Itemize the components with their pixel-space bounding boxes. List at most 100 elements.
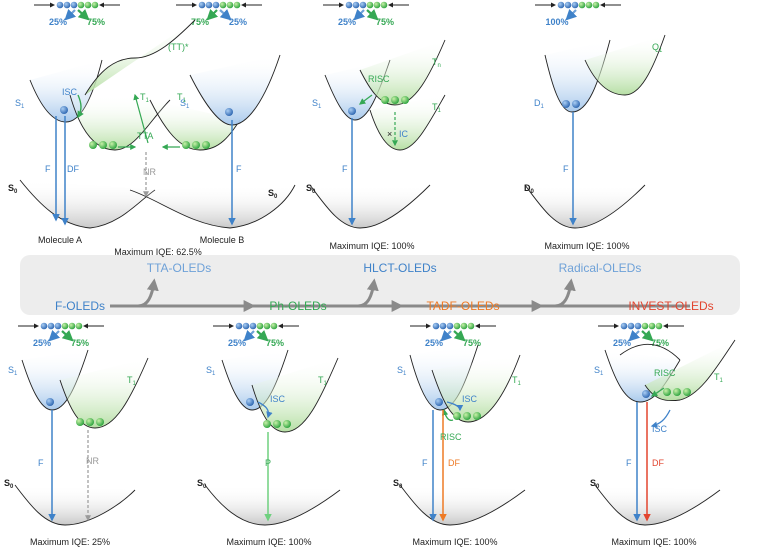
s0-curve: [14, 484, 136, 526]
isc-label: ISC: [652, 424, 668, 434]
s0-curve-a: [19, 179, 156, 229]
pct-triplet-b: 75%: [191, 17, 209, 27]
s1-label: S1: [594, 365, 604, 377]
panel-invest: 25% 75% S1 T1 RISC ISC F DF S0 Maximum I…: [590, 322, 736, 547]
f-label-b: F: [236, 164, 242, 174]
molecule-b-label: Molecule B: [200, 235, 245, 245]
f-label: F: [563, 164, 569, 174]
spin-statistics-radical: 100%: [535, 1, 621, 27]
f-label: F: [38, 458, 44, 468]
spin-statistics-hlct: 25% 75%: [323, 1, 409, 27]
isc-arrow: [257, 401, 273, 419]
risc-label: RISC: [440, 432, 462, 442]
pct-triplet: 75%: [376, 17, 394, 27]
risc-arrow: [441, 408, 454, 421]
band-branch-tta: [137, 278, 159, 308]
risc-label: RISC: [368, 74, 390, 84]
iqe-radical: Maximum IQE: 100%: [544, 241, 629, 251]
s1-label: S1: [8, 365, 18, 377]
s0-label: S0: [590, 478, 600, 490]
panel-f: 25% 75% S1 T1 F NR S0 Maximum IQE: 25%: [4, 322, 149, 547]
d0-curve: [524, 184, 646, 229]
f-oleds-label: F-OLEDs: [55, 299, 105, 313]
q1-curve: [584, 34, 666, 96]
p-label: P: [265, 458, 271, 468]
s0-label: S0: [393, 478, 403, 490]
iqe-invest: Maximum IQE: 100%: [611, 537, 696, 547]
pct-singlet: 25%: [613, 338, 631, 348]
invest-oleds-label: INVEST-OLEDs: [628, 299, 713, 313]
s0-curve-b: [129, 184, 296, 229]
t1-label: T1: [512, 375, 522, 387]
s0-curve: [309, 184, 431, 229]
t1-label-a: T1: [140, 92, 150, 104]
f-label: F: [342, 164, 348, 174]
tadf-oleds-label: TADF-OLEDs: [426, 299, 499, 313]
radical-oleds-label: Radical-OLEDs: [559, 261, 642, 275]
iqe-tta: Maximum IQE: 62.5%: [114, 247, 202, 257]
pct-singlet: 25%: [228, 338, 246, 348]
t1-label-b: T1: [177, 92, 187, 104]
panel-tta: 25% 75% 75% 25%: [8, 1, 296, 257]
spin-statistics-b: 75% 25%: [176, 1, 262, 27]
hlct-oleds-label: HLCT-OLEDs: [363, 261, 436, 275]
nr-label: NR: [143, 167, 156, 177]
q1-label: Q1: [652, 42, 663, 54]
t1-curve: [369, 94, 446, 151]
s0-label: S0: [306, 183, 316, 195]
spin-statistics-a: 25% 75%: [34, 1, 120, 27]
pct-triplet: 75%: [71, 338, 89, 348]
center-band: F-OLEDs Ph-OLEDs TADF-OLEDs INVEST-OLEDs…: [20, 255, 740, 315]
spin-statistics-f: 25% 75%: [18, 322, 104, 348]
t1-curve-a: [69, 94, 171, 151]
pct-triplet: 75%: [651, 338, 669, 348]
iqe-f: Maximum IQE: 25%: [30, 537, 110, 547]
pct-doublet: 100%: [545, 17, 568, 27]
spin-statistics-tadf: 25% 75%: [410, 322, 496, 348]
nr-label: NR: [86, 456, 99, 466]
iqe-ph: Maximum IQE: 100%: [226, 537, 311, 547]
s0-label-b: S0: [268, 188, 278, 200]
s1-label: S1: [206, 365, 216, 377]
df-label: DF: [652, 458, 664, 468]
panel-tadf: 25% 75% S1 T1 ISC RISC F DF S0 Maximum I…: [393, 322, 526, 547]
pct-singlet: 25%: [33, 338, 51, 348]
iqe-hlct: Maximum IQE: 100%: [329, 241, 414, 251]
s0-label: S0: [4, 478, 14, 490]
t1-label: T1: [127, 375, 137, 387]
t1-curve: [431, 354, 521, 423]
df-label: DF: [448, 458, 460, 468]
pct-triplet: 75%: [266, 338, 284, 348]
singlet-exciton: [60, 106, 68, 114]
panel-ph: 25% 75% S1 T1 ISC P S0 Maximum IQE: 100%: [197, 322, 341, 547]
ic-label: IC: [399, 129, 409, 139]
s0-curve: [399, 484, 526, 526]
df-label: DF: [67, 164, 79, 174]
ph-oleds-label: Ph-OLEDs: [269, 299, 326, 313]
isc-arrow: [77, 94, 84, 119]
band-branch-hlct: [357, 278, 379, 308]
s1-label-b: S1: [180, 98, 190, 110]
f-label: F: [626, 458, 632, 468]
risc-arrow: [650, 387, 665, 397]
spin-statistics-invest: 25% 75%: [598, 322, 684, 348]
s0-curve: [204, 484, 341, 526]
molecule-a-label: Molecule A: [38, 235, 82, 245]
isc-label: ISC: [462, 394, 478, 404]
tt-label: (TT)*: [168, 42, 189, 52]
band-branch-radical: [554, 278, 576, 308]
isc-arrow: [650, 409, 671, 428]
spin-statistics-ph: 25% 75%: [213, 322, 299, 348]
s1-label: S1: [312, 98, 322, 110]
isc-label: ISC: [270, 394, 286, 404]
d0-label: D0: [524, 183, 535, 195]
tta-up-arrow: [133, 93, 149, 144]
pct-singlet-b: 25%: [229, 17, 247, 27]
risc-arrow: [358, 94, 373, 105]
ic-cross: ×: [387, 129, 392, 139]
s1-label-a: S1: [15, 98, 25, 110]
s0-label: S0: [197, 478, 207, 490]
f-label-a: F: [45, 164, 51, 174]
t1-curve: [59, 357, 149, 429]
